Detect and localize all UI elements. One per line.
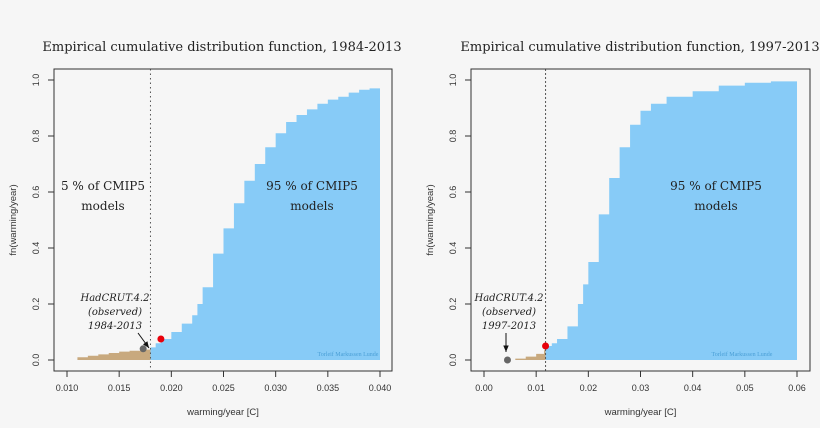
y-tick-label: 0.2	[31, 298, 41, 311]
annotation-below-2: models	[81, 199, 124, 213]
x-tick-label: 0.040	[369, 383, 392, 393]
x-tick-label: 0.030	[264, 383, 287, 393]
arrow-head-icon	[142, 341, 149, 348]
y-tick-label: 0.6	[448, 186, 458, 199]
chart-title: Empirical cumulative distribution functi…	[460, 40, 819, 55]
y-tick-label: 1.0	[31, 74, 41, 87]
chart-title: Empirical cumulative distribution functi…	[42, 40, 401, 55]
y-tick-label: 0.0	[31, 354, 41, 367]
area-above-threshold	[150, 84, 380, 360]
x-axis-label: warming/year [C]	[604, 407, 677, 418]
chart-panel-2: Empirical cumulative distribution functi…	[425, 40, 820, 418]
y-tick-label: 0.0	[448, 354, 458, 367]
x-tick-label: 0.010	[56, 383, 79, 393]
x-tick-label: 0.015	[108, 383, 131, 393]
area-below-threshold	[502, 346, 546, 360]
area-below-threshold	[75, 347, 151, 360]
x-tick-label: 0.025	[212, 383, 235, 393]
annotation-above: 95 % of CMIP5	[266, 179, 358, 193]
y-tick-label: 0.4	[448, 242, 458, 255]
x-axis-label: warming/year [C]	[186, 407, 259, 418]
observed-point	[503, 356, 511, 364]
annotation-above-2: models	[290, 199, 333, 213]
annotation-above-2: models	[694, 199, 737, 213]
observed-label: HadCRUT.4.2	[474, 293, 544, 304]
observed-label: 1997-2013	[482, 321, 536, 332]
y-tick-label: 0.2	[448, 298, 458, 311]
observed-label: (observed)	[88, 307, 142, 318]
observed-label: HadCRUT.4.2	[80, 293, 150, 304]
annotation-above: 95 % of CMIP5	[670, 179, 762, 193]
credit-text: Torleif Markussen Lunde	[712, 351, 773, 358]
credit-text: Torleif Markussen Lunde	[318, 351, 379, 358]
observed-label: 1984-2013	[88, 321, 142, 332]
y-tick-label: 0.6	[31, 186, 41, 199]
x-tick-label: 0.020	[160, 383, 183, 393]
x-tick-label: 0.04	[684, 383, 702, 393]
y-tick-label: 0.4	[31, 242, 41, 255]
observed-point	[139, 345, 147, 353]
x-tick-label: 0.02	[580, 383, 598, 393]
y-tick-label: 0.8	[31, 130, 41, 143]
x-tick-label: 0.01	[527, 383, 545, 393]
y-axis-label: fn(warming/year)	[8, 184, 19, 255]
x-tick-label: 0.03	[632, 383, 650, 393]
y-axis-label: fn(warming/year)	[425, 184, 436, 255]
x-tick-label: 0.00	[475, 383, 493, 393]
y-tick-label: 0.8	[448, 130, 458, 143]
threshold-point	[542, 342, 550, 350]
y-tick-label: 1.0	[448, 74, 458, 87]
area-above-threshold	[545, 80, 797, 360]
x-tick-label: 0.05	[736, 383, 754, 393]
annotation-below: 5 % of CMIP5	[61, 179, 145, 193]
observed-label: (observed)	[482, 307, 536, 318]
chart-panel-1: Empirical cumulative distribution functi…	[8, 40, 402, 418]
threshold-point	[157, 335, 165, 343]
x-tick-label: 0.06	[788, 383, 806, 393]
x-tick-label: 0.035	[317, 383, 340, 393]
arrow-head-icon	[503, 345, 509, 352]
